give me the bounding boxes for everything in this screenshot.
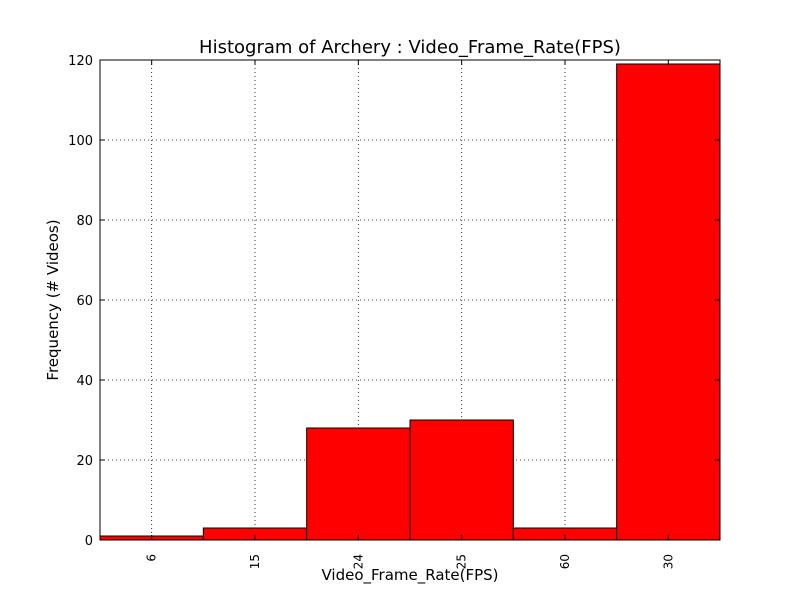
bar-30 <box>616 63 721 541</box>
x-tick-label: 25 <box>455 554 469 569</box>
y-tick-label: 120 <box>68 54 93 69</box>
x-tick-labels: 6 15 24 25 60 30 <box>145 554 676 569</box>
chart-title: Histogram of Archery : Video_Frame_Rate(… <box>199 37 621 58</box>
y-tick-label: 100 <box>68 134 93 149</box>
x-tick-label: 6 <box>145 554 159 562</box>
y-tick-labels: 0 20 40 60 80 100 120 <box>68 54 93 549</box>
y-tick-label: 20 <box>76 454 93 469</box>
y-axis-label: Frequency (# Videos) <box>44 219 62 380</box>
y-tick-label: 60 <box>76 294 93 309</box>
x-axis-label: Video_Frame_Rate(FPS) <box>321 566 498 585</box>
x-tick-label: 60 <box>558 554 572 569</box>
y-tick-label: 0 <box>85 534 93 549</box>
y-tick-label: 80 <box>76 214 93 229</box>
x-tick-label: 24 <box>351 554 365 569</box>
x-tick-label: 15 <box>248 554 262 569</box>
bar-24 <box>306 427 411 541</box>
x-tick-label: 30 <box>661 554 675 569</box>
bars <box>99 63 721 541</box>
y-tick-label: 40 <box>76 374 93 389</box>
plot-frame <box>99 59 721 541</box>
bar-25 <box>409 419 514 541</box>
